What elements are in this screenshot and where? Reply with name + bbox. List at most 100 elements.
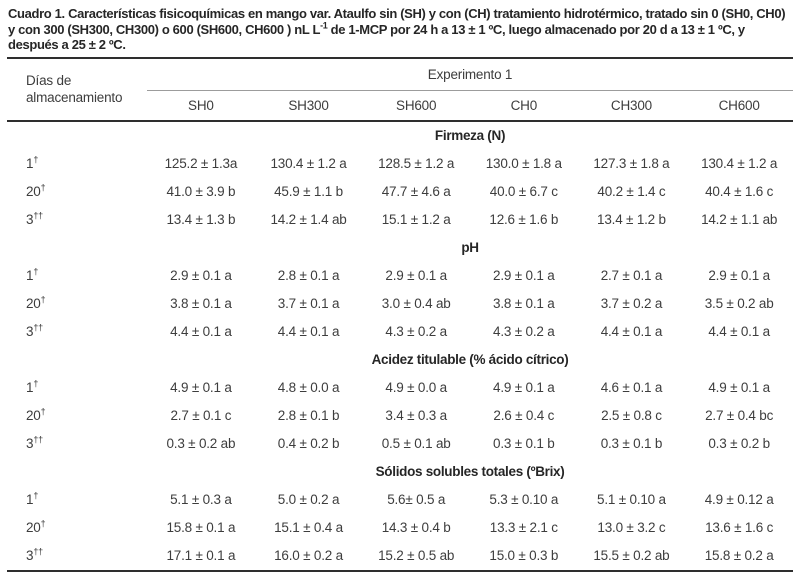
value-cell: 40.0 ± 6.7 c — [489, 184, 558, 199]
days-column-header: Días de almacenamiento — [7, 57, 148, 122]
row-label: 1† — [7, 374, 147, 402]
value-cell: 3.8 ± 0.1 a — [170, 296, 232, 311]
value-cell: 2.9 ± 0.1 a — [708, 268, 770, 283]
row-label: 20† — [7, 290, 147, 318]
section-row-spacer — [7, 458, 147, 486]
experiment-header: Experimento 1 — [147, 57, 793, 91]
table-row: 20† 15.8 ± 0.1 a 15.1 ± 0.4 a 14.3 ± 0.4 b 1… — [7, 514, 793, 542]
row-label: 20† — [7, 178, 147, 206]
table-row: 1† 2.9 ± 0.1 a 2.8 ± 0.1 a 2.9 ± 0.1 a 2.9 ±… — [7, 262, 793, 290]
value-cell: 4.8 ± 0.0 a — [277, 380, 340, 395]
table-row: 1† 125.2 ± 1.3a 130.4 ± 1.2 a 128.5 ± 1.2 a… — [7, 150, 793, 178]
value-cell: 14.2 ± 1.1 ab — [701, 212, 778, 227]
value-cell: 13.0 ± 3.2 c — [597, 520, 666, 535]
table-row: 1† 5.1 ± 0.3 a 5.0 ± 0.2 a 5.6± 0.5 a 5.3 ± … — [7, 486, 793, 514]
row-label-dagger: † — [33, 266, 39, 277]
value-cell: 15.2 ± 0.5 ab — [378, 548, 455, 563]
value-cell: 2.5 ± 0.8 c — [601, 408, 662, 423]
row-label-days: 20 — [26, 520, 41, 535]
row-label-days: 1 — [26, 156, 34, 171]
row-label-dagger: †† — [33, 546, 43, 557]
row-label: 3†† — [7, 206, 147, 234]
value-cell: 3.7 ± 0.2 a — [600, 296, 663, 311]
row-label-days: 1 — [26, 268, 34, 283]
value-cell: 0.3 ± 0.2 b — [708, 436, 770, 451]
value-cell: 16.0 ± 0.2 a — [274, 548, 343, 563]
value-cell: 2.9 ± 0.1 a — [385, 268, 447, 283]
value-cell: 5.3 ± 0.10 a — [489, 492, 559, 507]
experiment-header-row: Días de almacenamiento Experimento 1 — [7, 57, 793, 122]
table-row: 3†† 4.4 ± 0.1 a 4.4 ± 0.1 a 4.3 ± 0.2 a 4.3 … — [7, 318, 793, 346]
value-cell: 4.9 ± 0.1 a — [170, 380, 232, 395]
table-row: 3†† 13.4 ± 1.3 b 14.2 ± 1.4 ab 15.1 ± 1.2 a… — [7, 206, 793, 234]
value-cell: 4.4 ± 0.1 a — [600, 324, 663, 339]
value-cell: 17.1 ± 0.1 a — [166, 548, 236, 563]
value-cell: 2.9 ± 0.1 a — [170, 268, 232, 283]
section-header-row: Firmeza (N) — [7, 121, 793, 150]
table-row: 3†† 17.1 ± 0.1 a 16.0 ± 0.2 a 15.2 ± 0.5 ab… — [7, 542, 793, 571]
results-table: Días de almacenamiento Experimento 1 SH0… — [7, 56, 793, 572]
row-label-days: 3 — [26, 436, 34, 451]
value-cell: 5.6± 0.5 a — [387, 492, 446, 507]
section-header-row: pH — [7, 234, 793, 262]
table-row: 20† 2.7 ± 0.1 c 2.8 ± 0.1 b 3.4 ± 0.3 a 2.6 … — [7, 402, 793, 430]
column-header-sh300: SH300 — [254, 90, 363, 122]
value-cell: 15.1 ± 1.2 a — [381, 212, 451, 227]
row-label: 20† — [7, 514, 147, 542]
value-cell: 0.3 ± 0.1 b — [493, 436, 555, 451]
row-label-dagger: † — [40, 406, 46, 417]
row-label: 1† — [7, 262, 147, 290]
value-cell: 127.3 ± 1.8 a — [593, 156, 670, 171]
value-cell: 4.4 ± 0.1 a — [277, 324, 340, 339]
row-label-dagger: † — [33, 378, 39, 389]
value-cell: 0.3 ± 0.2 ab — [166, 436, 236, 451]
superscript: -1 — [320, 20, 328, 31]
value-cell: 40.4 ± 1.6 c — [705, 184, 774, 199]
value-cell: 2.8 ± 0.1 a — [277, 268, 340, 283]
value-cell: 41.0 ± 3.9 b — [166, 184, 236, 199]
row-label-days: 3 — [26, 212, 34, 227]
value-cell: 2.7 ± 0.1 a — [600, 268, 663, 283]
table-row: 20† 3.8 ± 0.1 a 3.7 ± 0.1 a 3.0 ± 0.4 ab 3.8… — [7, 290, 793, 318]
row-label-days: 3 — [26, 324, 34, 339]
row-label-days: 1 — [26, 492, 34, 507]
value-cell: 15.8 ± 0.1 a — [166, 520, 236, 535]
value-cell: 4.3 ± 0.2 a — [493, 324, 555, 339]
row-label: 3†† — [7, 542, 147, 571]
value-cell: 2.8 ± 0.1 b — [277, 408, 340, 423]
section-row-spacer — [7, 121, 147, 150]
value-cell: 125.2 ± 1.3a — [164, 156, 238, 171]
value-cell: 13.4 ± 1.3 b — [166, 212, 236, 227]
table-row: 1† 4.9 ± 0.1 a 4.8 ± 0.0 a 4.9 ± 0.0 a 4.9 ±… — [7, 374, 793, 402]
column-header-ch0: CH0 — [469, 90, 578, 122]
text-run: Cuadro 1. Características fisicoquímicas… — [8, 6, 786, 37]
value-cell: 13.6 ± 1.6 c — [705, 520, 774, 535]
value-cell: 0.4 ± 0.2 b — [277, 436, 340, 451]
row-label: 1† — [7, 150, 147, 178]
text-run: de 1-MCP por 24 h a 13 ± 1 ºC, luego alm… — [8, 21, 745, 53]
value-cell: 2.7 ± 0.4 bc — [705, 408, 774, 423]
value-cell: 0.5 ± 0.1 ab — [381, 436, 451, 451]
value-cell: 40.2 ± 1.4 c — [597, 184, 666, 199]
row-label-dagger: †† — [33, 322, 43, 333]
row-label: 3†† — [7, 318, 147, 346]
column-header-sh0: SH0 — [147, 90, 255, 122]
section-row-spacer — [7, 346, 147, 374]
treatment-header-row: SH0 SH300 SH600 CH0 CH300 CH600 — [7, 90, 793, 122]
value-cell: 3.8 ± 0.1 a — [493, 296, 555, 311]
row-label-dagger: †† — [33, 434, 43, 445]
value-cell: 4.9 ± 0.0 a — [385, 380, 447, 395]
value-cell: 4.9 ± 0.1 a — [708, 380, 770, 395]
table-body: Firmeza (N) 1† 125.2 ± 1.3a 130.4 ± 1.2 a 12… — [7, 121, 793, 571]
value-cell: 5.1 ± 0.10 a — [597, 492, 666, 507]
column-header-ch600: CH600 — [685, 90, 793, 122]
row-label-dagger: † — [33, 490, 39, 501]
value-cell: 13.4 ± 1.2 b — [597, 212, 666, 227]
row-label-days: 1 — [26, 380, 34, 395]
table-row: 20† 41.0 ± 3.9 b 45.9 ± 1.1 b 47.7 ± 4.6 a 4… — [7, 178, 793, 206]
row-label-dagger: † — [33, 154, 39, 165]
table-caption: Cuadro 1. Características fisicoquímicas… — [8, 6, 792, 53]
value-cell: 0.3 ± 0.1 b — [600, 436, 663, 451]
value-cell: 47.7 ± 4.6 a — [381, 184, 451, 199]
column-header-ch300: CH300 — [577, 90, 686, 122]
